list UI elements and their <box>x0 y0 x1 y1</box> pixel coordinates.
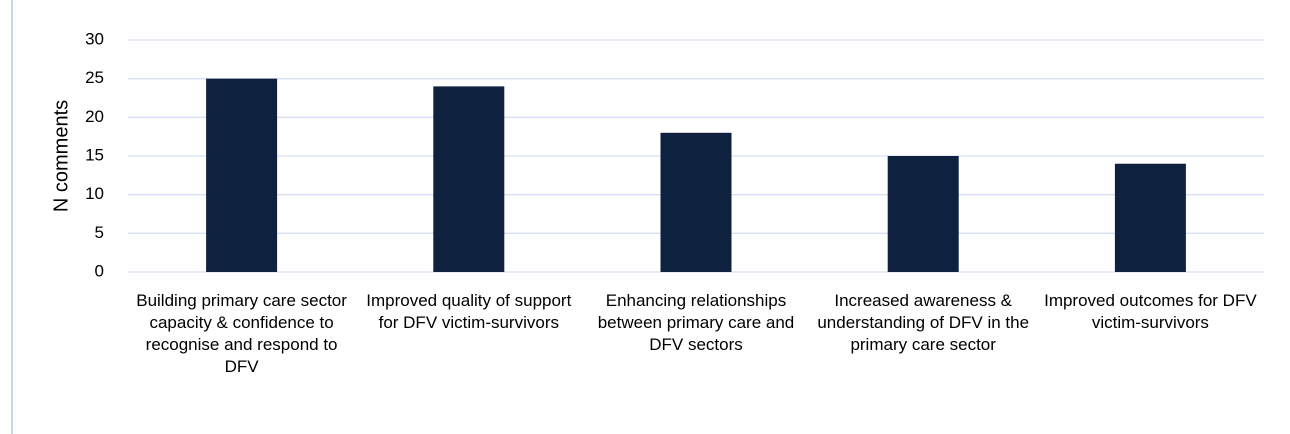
x-tick-label: Increased awareness & understanding of D… <box>817 291 1030 354</box>
x-tick-label: Building primary care sector capacity & … <box>136 291 347 376</box>
y-tick-label: 0 <box>95 261 104 280</box>
bar <box>1114 163 1186 272</box>
x-tick-label: Improved outcomes for DFV victim-survivo… <box>1044 291 1257 332</box>
bar <box>887 156 959 272</box>
y-tick-label: 20 <box>85 107 104 126</box>
y-tick-label: 30 <box>85 29 104 48</box>
y-tick-label: 10 <box>85 184 104 203</box>
y-tick-label: 25 <box>85 68 104 87</box>
bar <box>660 132 732 272</box>
x-tick-label: Improved quality of support for DFV vict… <box>366 291 572 332</box>
x-tick-label: Enhancing relationships between primary … <box>597 291 795 354</box>
y-tick-label: 5 <box>95 223 104 242</box>
y-tick-label: 15 <box>85 145 104 164</box>
bar <box>206 78 278 273</box>
bar <box>433 86 505 273</box>
y-axis-label: N comments <box>50 100 72 212</box>
